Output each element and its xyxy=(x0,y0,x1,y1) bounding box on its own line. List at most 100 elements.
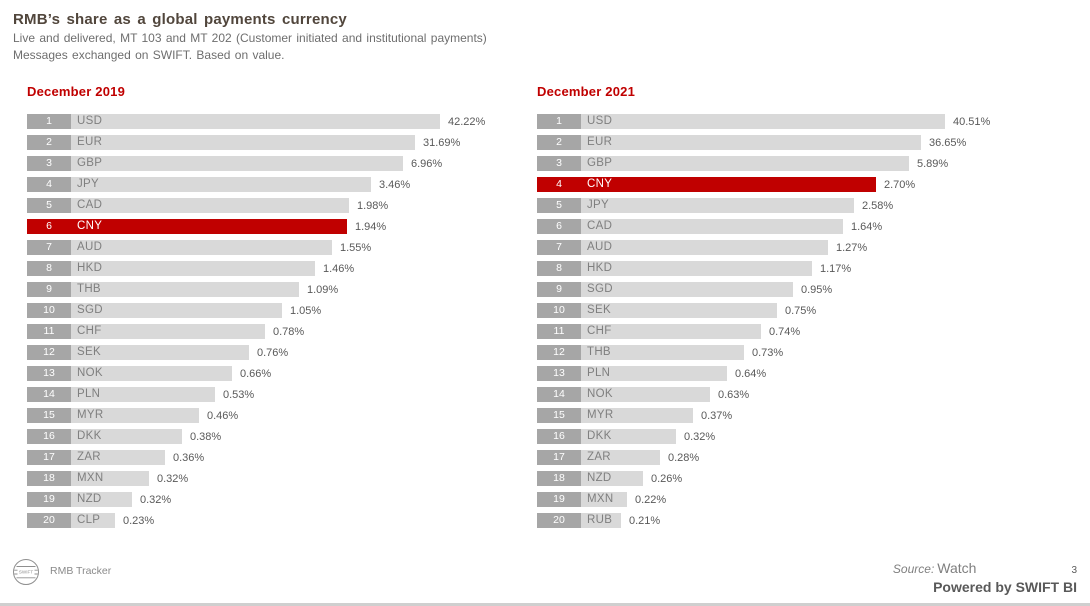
swift-logo-text: SWIFT xyxy=(19,570,33,575)
bar-track: HKD xyxy=(581,261,812,276)
rank-badge: 19 xyxy=(27,492,71,507)
bar-rows-2019: 1 USD 42.22% 2 EUR 31.69% 3 GBP 6.96% 4 JPY 3.46% 5 C… xyxy=(27,114,497,528)
bar-track: NZD xyxy=(71,492,132,507)
bar-track: ZAR xyxy=(71,450,165,465)
currency-row: 16 DKK 0.32% xyxy=(537,429,1007,444)
value-bar xyxy=(581,429,676,444)
value-bar xyxy=(71,177,371,192)
bar-track: SGD xyxy=(71,303,282,318)
value-bar xyxy=(71,429,182,444)
value-label: 1.46% xyxy=(323,262,355,275)
currency-row: 2 EUR 36.65% xyxy=(537,135,1007,150)
value-label: 1.17% xyxy=(820,262,852,275)
value-label: 0.66% xyxy=(240,367,272,380)
value-label: 0.38% xyxy=(190,430,222,443)
currency-code: MXN xyxy=(77,472,104,484)
rank-badge: 7 xyxy=(537,240,581,255)
value-bar xyxy=(581,198,854,213)
currency-row: 11 CHF 0.74% xyxy=(537,324,1007,339)
rank-badge: 9 xyxy=(537,282,581,297)
rank-badge: 6 xyxy=(537,219,581,234)
currency-row: 11 CHF 0.78% xyxy=(27,324,497,339)
value-bar xyxy=(71,492,132,507)
currency-row: 16 DKK 0.38% xyxy=(27,429,497,444)
bar-track: USD xyxy=(71,114,440,129)
rank-badge: 11 xyxy=(27,324,71,339)
currency-code: GBP xyxy=(77,157,103,169)
rank-badge: 12 xyxy=(27,345,71,360)
value-bar xyxy=(71,156,403,171)
currency-code: DKK xyxy=(587,430,612,442)
rank-badge: 15 xyxy=(27,408,71,423)
currency-row: 8 HKD 1.17% xyxy=(537,261,1007,276)
value-bar xyxy=(581,513,621,528)
bar-track: SEK xyxy=(581,303,777,318)
value-label: 0.37% xyxy=(701,409,733,422)
rank-badge: 3 xyxy=(27,156,71,171)
value-label: 1.09% xyxy=(307,283,339,296)
value-bar xyxy=(581,219,843,234)
value-bar xyxy=(71,324,265,339)
rank-badge: 6 xyxy=(27,219,71,234)
currency-code: SGD xyxy=(587,283,613,295)
charts-area: December 2019 1 USD 42.22% 2 EUR 31.69% 3 GBP 6.… xyxy=(0,84,1090,534)
bar-track: CAD xyxy=(581,219,843,234)
currency-row: 9 SGD 0.95% xyxy=(537,282,1007,297)
value-label: 0.32% xyxy=(140,493,172,506)
value-label: 1.64% xyxy=(851,220,883,233)
rank-badge: 14 xyxy=(27,387,71,402)
bar-track: NOK xyxy=(581,387,710,402)
currency-code: THB xyxy=(587,346,611,358)
currency-row: 3 GBP 6.96% xyxy=(27,156,497,171)
bar-track: CNY xyxy=(581,177,876,192)
page-title: RMB’s share as a global payments currenc… xyxy=(13,11,347,28)
currency-row: 5 CAD 1.98% xyxy=(27,198,497,213)
bar-rows-2021: 1 USD 40.51% 2 EUR 36.65% 3 GBP 5.89% 4 CNY 2.70% 5 J… xyxy=(537,114,1007,528)
currency-row: 18 MXN 0.32% xyxy=(27,471,497,486)
value-bar xyxy=(581,387,710,402)
currency-code: MXN xyxy=(587,493,614,505)
currency-row: 15 MYR 0.46% xyxy=(27,408,497,423)
source-value: Watch xyxy=(937,560,977,576)
page-number: 3 xyxy=(1071,565,1077,576)
currency-row: 15 MYR 0.37% xyxy=(537,408,1007,423)
currency-code: USD xyxy=(587,115,613,127)
currency-code: PLN xyxy=(77,388,101,400)
currency-row: 6 CNY 1.94% xyxy=(27,219,497,234)
currency-row: 7 AUD 1.27% xyxy=(537,240,1007,255)
chart-title-2021: December 2021 xyxy=(537,84,635,99)
value-bar xyxy=(71,450,165,465)
value-bar xyxy=(581,324,761,339)
rank-badge: 1 xyxy=(27,114,71,129)
currency-row: 6 CAD 1.64% xyxy=(537,219,1007,234)
bar-track: PLN xyxy=(581,366,727,381)
bar-track: CAD xyxy=(71,198,349,213)
rank-badge: 8 xyxy=(27,261,71,276)
currency-row: 1 USD 40.51% xyxy=(537,114,1007,129)
bar-track: CNY xyxy=(71,219,347,234)
currency-code: DKK xyxy=(77,430,102,442)
bar-track: CHF xyxy=(581,324,761,339)
value-label: 0.95% xyxy=(801,283,833,296)
value-bar xyxy=(581,303,777,318)
value-label: 0.36% xyxy=(173,451,205,464)
value-label: 36.65% xyxy=(929,136,967,149)
currency-row: 17 ZAR 0.28% xyxy=(537,450,1007,465)
rank-badge: 9 xyxy=(27,282,71,297)
currency-code: CAD xyxy=(587,220,613,232)
bar-track: NOK xyxy=(71,366,232,381)
bar-track: JPY xyxy=(71,177,371,192)
value-label: 5.89% xyxy=(917,157,949,170)
currency-row: 9 THB 1.09% xyxy=(27,282,497,297)
value-label: 1.94% xyxy=(355,220,387,233)
value-bar xyxy=(71,198,349,213)
rank-badge: 4 xyxy=(27,177,71,192)
currency-row: 14 NOK 0.63% xyxy=(537,387,1007,402)
currency-code: CHF xyxy=(77,325,102,337)
bar-track: SGD xyxy=(581,282,793,297)
value-label: 0.21% xyxy=(629,514,661,527)
bar-track: JPY xyxy=(581,198,854,213)
currency-row: 13 NOK 0.66% xyxy=(27,366,497,381)
value-label: 40.51% xyxy=(953,115,991,128)
rank-badge: 8 xyxy=(537,261,581,276)
